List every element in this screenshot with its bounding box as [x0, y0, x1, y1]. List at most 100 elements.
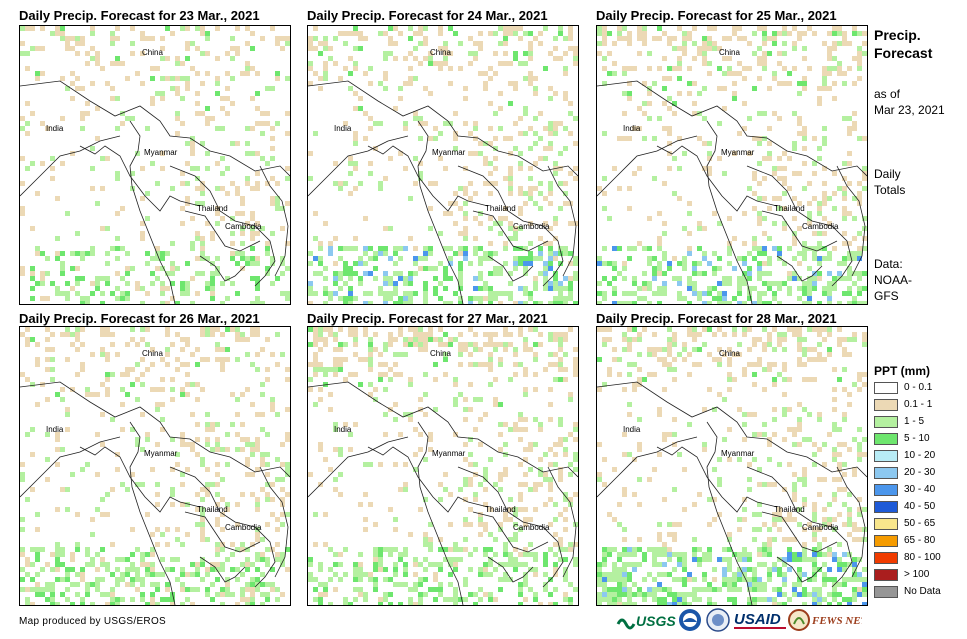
precip-cells — [20, 327, 290, 605]
precip-map-svg — [20, 26, 290, 304]
country-label-myanmar: Myanmar — [721, 449, 755, 458]
panel-title-3: Daily Precip. Forecast for 25 Mar., 2021 — [596, 8, 837, 23]
legend-label: 0 - 0.1 — [904, 382, 933, 393]
svg-text:USGS: USGS — [636, 613, 676, 629]
country-label-china: China — [719, 48, 740, 57]
legend-swatch — [874, 382, 898, 394]
country-label-china: China — [430, 349, 451, 358]
country-label-thailand: Thailand — [197, 204, 228, 213]
country-label-myanmar: Myanmar — [432, 148, 466, 157]
fews-net-logo: FEWS NET — [788, 606, 869, 634]
country-label-india: India — [46, 425, 64, 434]
panel-title-2: Daily Precip. Forecast for 24 Mar., 2021 — [307, 8, 548, 23]
country-label-thailand: Thailand — [774, 204, 805, 213]
precip-map-svg — [597, 327, 867, 605]
country-label-cambodia: Cambodia — [513, 523, 550, 532]
country-borders — [597, 381, 867, 605]
country-borders — [597, 80, 867, 304]
legend-label: 5 - 10 — [904, 433, 930, 444]
daily-totals: Daily Totals — [874, 166, 905, 198]
country-label-india: India — [46, 124, 64, 133]
as-of-label: as of — [874, 87, 901, 101]
country-label-cambodia: Cambodia — [225, 222, 262, 231]
country-label-myanmar: Myanmar — [432, 449, 466, 458]
country-label-india: India — [623, 425, 641, 434]
as-of-value: Mar 23, 2021 — [874, 103, 945, 117]
agency-logos: USGS USAID FEWS NET — [616, 606, 869, 634]
noaa-logo — [678, 606, 702, 634]
country-label-china: China — [719, 349, 740, 358]
panel-title-1: Daily Precip. Forecast for 23 Mar., 2021 — [19, 8, 260, 23]
country-label-india: India — [334, 124, 352, 133]
country-label-myanmar: Myanmar — [144, 449, 178, 458]
country-label-cambodia: Cambodia — [802, 222, 839, 231]
legend-label: No Data — [904, 586, 941, 597]
legend-label: 20 - 30 — [904, 467, 936, 478]
legend-swatch — [874, 416, 898, 428]
country-borders — [308, 80, 578, 304]
country-label-cambodia: Cambodia — [513, 222, 550, 231]
legend-label: 10 - 20 — [904, 450, 936, 461]
precip-map-svg — [308, 26, 578, 304]
data-source-line1: Data: — [874, 257, 903, 271]
data-source-line2: NOAA- — [874, 273, 913, 287]
data-source-line3: GFS — [874, 289, 899, 303]
country-label-china: China — [142, 349, 163, 358]
country-label-myanmar: Myanmar — [144, 148, 178, 157]
legend-swatch — [874, 552, 898, 564]
legend-swatch — [874, 569, 898, 581]
country-label-china: China — [430, 48, 451, 57]
legend-label: 50 - 65 — [904, 518, 936, 529]
legend-swatch — [874, 501, 898, 513]
legend-label: > 100 — [904, 569, 930, 580]
country-label-thailand: Thailand — [774, 505, 805, 514]
precip-map-svg — [20, 327, 290, 605]
precip-cells — [597, 327, 867, 605]
forecast-map-2: China India Myanmar Thailand Cambodia — [307, 25, 579, 305]
country-label-cambodia: Cambodia — [802, 523, 839, 532]
side-title-line2: Forecast — [874, 45, 933, 61]
side-title-line1: Precip. — [874, 27, 921, 43]
svg-text:USAID: USAID — [734, 611, 781, 628]
country-borders — [308, 381, 578, 605]
legend-label: 40 - 50 — [904, 501, 936, 512]
precip-cells — [20, 26, 290, 304]
legend-swatch — [874, 586, 898, 598]
country-label-cambodia: Cambodia — [225, 523, 262, 532]
legend-swatch — [874, 467, 898, 479]
country-label-china: China — [142, 48, 163, 57]
daily-totals-line2: Totals — [874, 183, 906, 197]
forecast-map-6: China India Myanmar Thailand Cambodia — [596, 326, 868, 606]
country-label-india: India — [334, 425, 352, 434]
forecast-map-3: China India Myanmar Thailand Cambodia — [596, 25, 868, 305]
svg-text:FEWS NET: FEWS NET — [811, 615, 862, 627]
legend-label: 0.1 - 1 — [904, 399, 933, 410]
legend-label: 65 - 80 — [904, 535, 936, 546]
daily-totals-line1: Daily — [874, 167, 901, 181]
dhs-seal-logo — [706, 606, 730, 634]
country-label-myanmar: Myanmar — [721, 148, 755, 157]
as-of-date: as of Mar 23, 2021 — [874, 86, 945, 118]
usaid-logo: USAID — [732, 606, 788, 634]
country-label-thailand: Thailand — [197, 505, 228, 514]
country-label-thailand: Thailand — [485, 204, 516, 213]
legend-swatch — [874, 518, 898, 530]
legend-label: 1 - 5 — [904, 416, 925, 427]
map-credit: Map produced by USGS/EROS — [19, 616, 167, 627]
legend-swatch — [874, 433, 898, 445]
precip-map-svg — [308, 327, 578, 605]
precip-map-svg — [597, 26, 867, 304]
precip-cells — [308, 26, 578, 304]
country-label-thailand: Thailand — [485, 505, 516, 514]
forecast-map-5: China India Myanmar Thailand Cambodia — [307, 326, 579, 606]
legend-swatch — [874, 484, 898, 496]
panel-title-5: Daily Precip. Forecast for 27 Mar., 2021 — [307, 311, 548, 326]
panel-title-6: Daily Precip. Forecast for 28 Mar., 2021 — [596, 311, 837, 326]
forecast-map-4: China India Myanmar Thailand Cambodia — [19, 326, 291, 606]
country-borders — [20, 381, 290, 605]
panel-title-4: Daily Precip. Forecast for 26 Mar., 2021 — [19, 311, 260, 326]
legend-swatch — [874, 535, 898, 547]
country-label-india: India — [623, 124, 641, 133]
legend-swatch — [874, 450, 898, 462]
precip-cells — [597, 26, 867, 304]
